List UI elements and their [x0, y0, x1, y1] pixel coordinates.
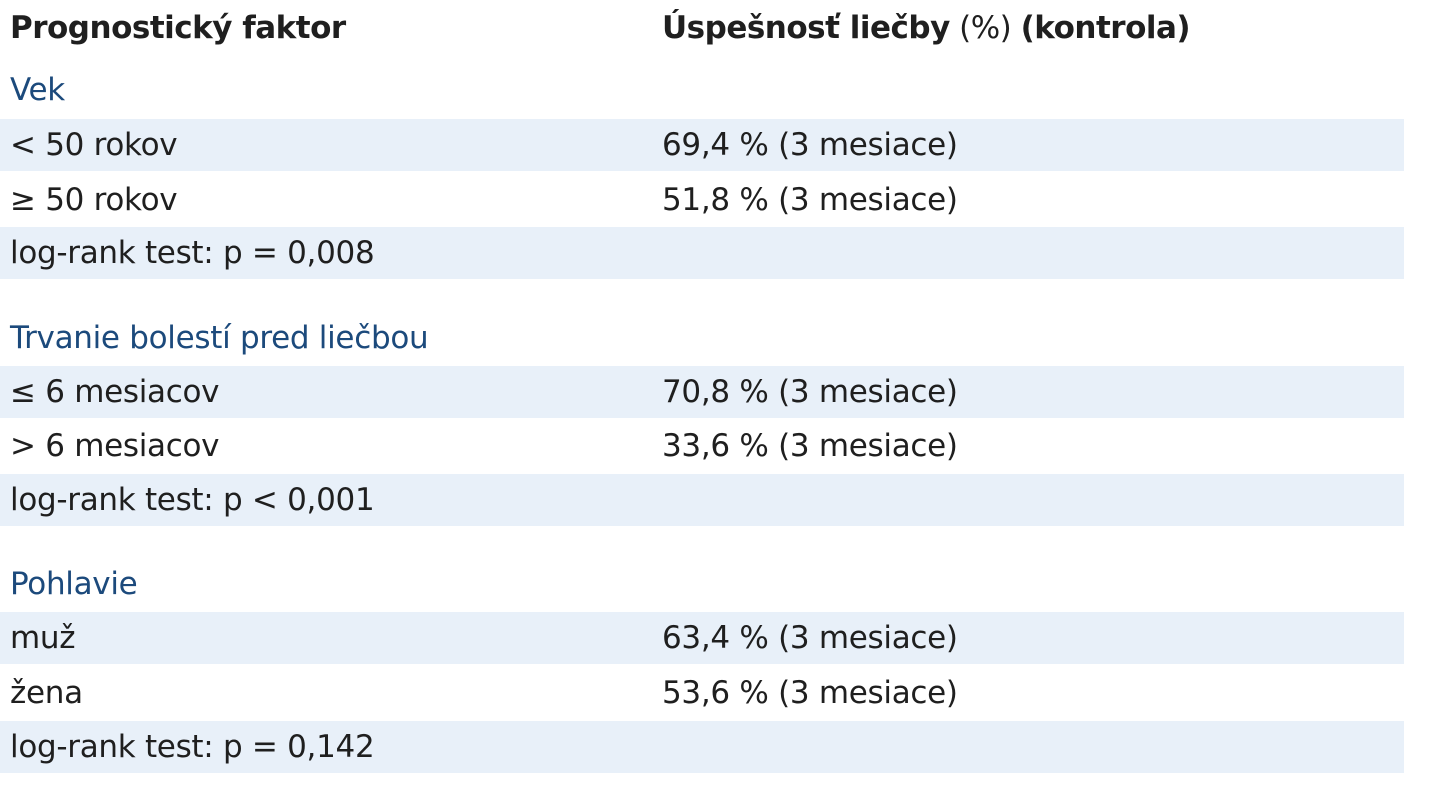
- table-header: Prognostický faktor Úspešnosť liečby (%)…: [0, 10, 1404, 54]
- table-row: žena 53,6 % (3 mesiace): [0, 667, 1404, 719]
- factor-cell: muž: [10, 620, 76, 656]
- test-row: log-rank test: p < 0,001: [0, 474, 1404, 526]
- factor-cell: ≤ 6 mesiacov: [10, 374, 220, 410]
- test-result: log-rank test: p = 0,142: [10, 729, 375, 765]
- value-cell: 53,6 % (3 mesiace): [662, 675, 958, 711]
- test-row: log-rank test: p = 0,008: [0, 227, 1404, 279]
- section-title-pain-duration: Trvanie bolestí pred liečbou: [10, 320, 429, 356]
- table-row: muž 63,4 % (3 mesiace): [0, 612, 1404, 664]
- factor-cell: žena: [10, 675, 83, 711]
- header-success-unit: (%): [949, 10, 1021, 46]
- factor-cell: ≥ 50 rokov: [10, 182, 178, 218]
- section-title-sex: Pohlavie: [10, 566, 138, 602]
- header-success: Úspešnosť liečby (%) (kontrola): [662, 10, 1191, 46]
- table-row: < 50 rokov 69,4 % (3 mesiace): [0, 119, 1404, 171]
- test-result: log-rank test: p = 0,008: [10, 235, 375, 271]
- header-factor: Prognostický faktor: [10, 10, 346, 46]
- header-success-label: Úspešnosť liečby: [662, 10, 950, 46]
- value-cell: 33,6 % (3 mesiace): [662, 428, 958, 464]
- factor-cell: > 6 mesiacov: [10, 428, 220, 464]
- section-title-age: Vek: [10, 72, 65, 108]
- test-row: log-rank test: p = 0,142: [0, 721, 1404, 773]
- value-cell: 51,8 % (3 mesiace): [662, 182, 958, 218]
- header-success-control: (kontrola): [1020, 10, 1191, 46]
- value-cell: 69,4 % (3 mesiace): [662, 127, 958, 163]
- test-result: log-rank test: p < 0,001: [10, 482, 375, 518]
- value-cell: 70,8 % (3 mesiace): [662, 374, 958, 410]
- table-row: > 6 mesiacov 33,6 % (3 mesiace): [0, 420, 1404, 472]
- table-row: ≥ 50 rokov 51,8 % (3 mesiace): [0, 174, 1404, 226]
- table-row: ≤ 6 mesiacov 70,8 % (3 mesiace): [0, 366, 1404, 418]
- factor-cell: < 50 rokov: [10, 127, 178, 163]
- value-cell: 63,4 % (3 mesiace): [662, 620, 958, 656]
